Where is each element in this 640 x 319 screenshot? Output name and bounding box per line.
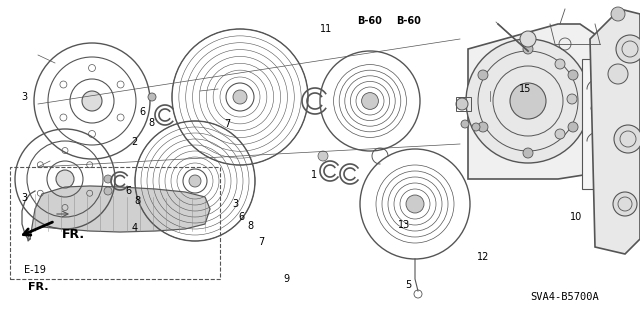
Circle shape bbox=[523, 44, 533, 54]
Text: 4: 4 bbox=[131, 223, 138, 233]
Circle shape bbox=[595, 159, 605, 169]
Circle shape bbox=[613, 192, 637, 216]
Text: 13: 13 bbox=[398, 220, 411, 230]
Circle shape bbox=[461, 120, 469, 128]
Circle shape bbox=[568, 70, 578, 80]
Text: 7: 7 bbox=[224, 119, 230, 130]
Circle shape bbox=[233, 90, 247, 104]
Circle shape bbox=[614, 125, 640, 153]
Circle shape bbox=[568, 122, 578, 132]
Circle shape bbox=[226, 83, 254, 111]
Circle shape bbox=[472, 123, 480, 131]
Circle shape bbox=[406, 195, 424, 213]
Polygon shape bbox=[28, 186, 210, 241]
Circle shape bbox=[104, 175, 112, 183]
Text: 8: 8 bbox=[134, 196, 141, 206]
Text: B-60: B-60 bbox=[358, 16, 382, 26]
Text: 2: 2 bbox=[131, 137, 138, 147]
Circle shape bbox=[611, 7, 625, 21]
Text: 10: 10 bbox=[570, 212, 582, 222]
Text: 3: 3 bbox=[21, 92, 28, 102]
Text: 3: 3 bbox=[232, 199, 239, 209]
Circle shape bbox=[595, 171, 605, 181]
Circle shape bbox=[362, 93, 378, 109]
Circle shape bbox=[567, 94, 577, 104]
Text: FR.: FR. bbox=[28, 282, 49, 292]
Circle shape bbox=[520, 31, 536, 47]
Circle shape bbox=[608, 64, 628, 84]
Circle shape bbox=[318, 151, 328, 161]
Bar bbox=[10, 167, 220, 279]
Circle shape bbox=[523, 148, 533, 158]
Text: SVA4-B5700A: SVA4-B5700A bbox=[531, 292, 600, 302]
Text: 8: 8 bbox=[148, 118, 154, 128]
Text: E-19: E-19 bbox=[24, 264, 45, 275]
Text: 7: 7 bbox=[258, 237, 264, 248]
Circle shape bbox=[555, 129, 565, 139]
Circle shape bbox=[82, 91, 102, 111]
Circle shape bbox=[56, 170, 74, 188]
Text: 11: 11 bbox=[320, 24, 333, 34]
Text: 6: 6 bbox=[139, 107, 145, 117]
Text: 15: 15 bbox=[518, 84, 531, 94]
Circle shape bbox=[104, 187, 112, 195]
Circle shape bbox=[478, 122, 488, 132]
Polygon shape bbox=[468, 24, 605, 179]
Circle shape bbox=[555, 59, 565, 69]
Text: 1: 1 bbox=[310, 170, 317, 181]
Polygon shape bbox=[590, 9, 640, 254]
Text: FR.: FR. bbox=[62, 228, 85, 241]
Circle shape bbox=[510, 83, 546, 119]
Circle shape bbox=[595, 182, 605, 192]
Circle shape bbox=[148, 93, 156, 101]
Text: 8: 8 bbox=[248, 221, 254, 232]
Text: B-60: B-60 bbox=[396, 16, 420, 26]
Bar bbox=[456, 97, 471, 111]
Circle shape bbox=[466, 39, 590, 163]
Text: 6: 6 bbox=[239, 212, 245, 222]
Text: 3: 3 bbox=[21, 193, 28, 203]
Text: 5: 5 bbox=[405, 279, 412, 290]
Circle shape bbox=[189, 175, 201, 187]
Circle shape bbox=[616, 35, 640, 63]
Circle shape bbox=[478, 70, 488, 80]
Text: 6: 6 bbox=[125, 186, 131, 197]
Circle shape bbox=[456, 98, 468, 110]
Text: 9: 9 bbox=[284, 274, 290, 284]
Circle shape bbox=[183, 169, 207, 193]
Text: 12: 12 bbox=[477, 252, 490, 262]
Bar bbox=[582, 59, 627, 189]
